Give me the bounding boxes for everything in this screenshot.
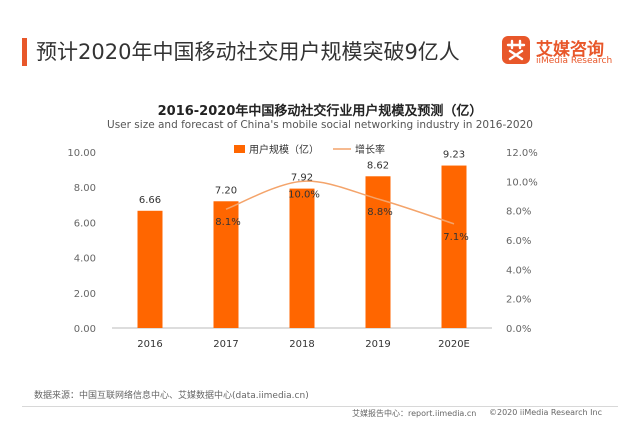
page-title: 预计2020年中国移动社交用户规模突破9亿人 bbox=[36, 40, 460, 64]
x-tick-label: 2019 bbox=[365, 339, 390, 350]
bar bbox=[213, 201, 239, 328]
brand-logo: 艾媒咨询 iiMedia Research bbox=[502, 34, 622, 70]
bar bbox=[441, 165, 467, 328]
copyright: ©2020 iiMedia Research Inc bbox=[489, 408, 602, 417]
report-link[interactable]: 艾媒报告中心：report.iimedia.cn bbox=[352, 409, 477, 418]
bar-value-label: 9.23 bbox=[443, 150, 465, 161]
data-source: 数据来源：中国互联网络信息中心、艾媒数据中心(data.iimedia.cn) bbox=[34, 391, 309, 401]
brand-subtitle: iiMedia Research bbox=[536, 56, 613, 66]
y-left-tick-label: 6.00 bbox=[74, 218, 96, 229]
y-right-tick-label: 0.0% bbox=[506, 324, 531, 335]
y-left-tick-label: 8.00 bbox=[74, 183, 96, 194]
y-right-tick-label: 6.0% bbox=[506, 236, 531, 247]
bar bbox=[137, 210, 163, 328]
x-tick-label: 2018 bbox=[289, 339, 314, 350]
headline-accent-bar bbox=[22, 38, 27, 66]
y-left-tick-label: 0.00 bbox=[74, 324, 96, 335]
y-left-tick-label: 2.00 bbox=[74, 289, 96, 300]
y-right-tick-label: 12.0% bbox=[506, 148, 538, 159]
legend-line-label: 增长率 bbox=[355, 143, 385, 156]
growth-rate-line bbox=[225, 180, 455, 225]
line-value-label: 7.1% bbox=[443, 232, 468, 243]
bar-value-label: 7.92 bbox=[291, 173, 313, 184]
chart-title: 2016-2020年中国移动社交行业用户规模及预测（亿） bbox=[157, 104, 483, 119]
chart-subtitle: User size and forecast of China's mobile… bbox=[107, 119, 533, 131]
y-right-tick-label: 2.0% bbox=[506, 295, 531, 306]
brand-name: 艾媒咨询 bbox=[536, 40, 604, 60]
bar-value-label: 7.20 bbox=[215, 185, 237, 196]
brand-logo-icon bbox=[502, 36, 530, 64]
line-value-label: 8.8% bbox=[367, 207, 392, 218]
line-value-label: 10.0% bbox=[288, 189, 320, 200]
footer-divider bbox=[22, 406, 618, 407]
y-right-tick-label: 10.0% bbox=[506, 177, 538, 188]
x-tick-label: 2017 bbox=[213, 339, 238, 350]
y-right-tick-label: 4.0% bbox=[506, 265, 531, 276]
line-value-label: 8.1% bbox=[215, 217, 240, 228]
bar-value-label: 8.62 bbox=[367, 160, 389, 171]
legend-bar-label: 用户规模（亿） bbox=[249, 143, 319, 156]
x-tick-label: 2020E bbox=[438, 339, 470, 350]
y-right-tick-label: 8.0% bbox=[506, 207, 531, 218]
y-left-tick-label: 10.00 bbox=[67, 148, 96, 159]
legend-bar-swatch bbox=[234, 145, 245, 153]
bar bbox=[289, 188, 315, 328]
y-left-tick-label: 4.00 bbox=[74, 254, 96, 265]
x-tick-label: 2016 bbox=[137, 339, 162, 350]
bar-value-label: 6.66 bbox=[139, 195, 161, 206]
